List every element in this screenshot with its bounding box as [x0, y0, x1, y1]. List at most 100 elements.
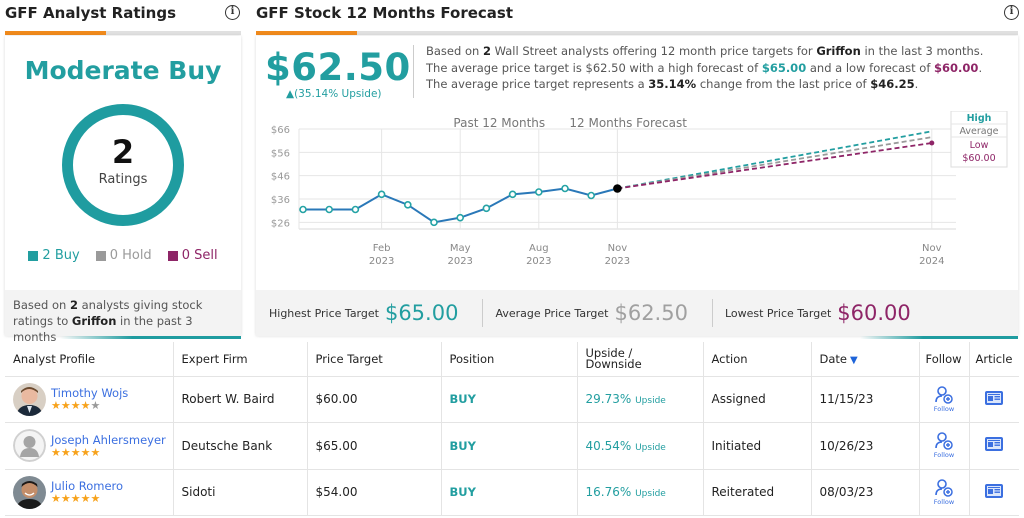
price-point — [561, 184, 569, 193]
x-tick-label: Nov — [922, 243, 942, 254]
summary-high: $65.00 — [761, 60, 807, 75]
legend-buy: 2 Buy — [28, 248, 80, 263]
x-tick-year: 2023 — [526, 256, 551, 267]
header-article: Article — [969, 342, 1019, 377]
upside-value: 40.54% — [585, 438, 632, 453]
y-tick-label: $26 — [271, 218, 290, 229]
analyst-table: Analyst Profile Expert Firm Price Target… — [5, 342, 1019, 516]
y-tick-label: $36 — [271, 195, 290, 206]
forecast-tab-indicator — [256, 31, 1018, 35]
consensus-rating: Moderate Buy — [24, 56, 222, 85]
y-axis-ticks: $66 $56 $46 $36 $26 — [271, 125, 290, 229]
header-position[interactable]: Position — [441, 342, 578, 377]
forecast-tooltip: High Average Low $60.00 — [950, 111, 1008, 168]
price-point — [508, 190, 517, 199]
header-action[interactable]: Action — [703, 342, 812, 377]
price-target: $60.00 — [307, 376, 442, 423]
avatar[interactable] — [13, 382, 46, 416]
tooltip-low-value: $60.00 — [962, 153, 995, 164]
header-analyst-profile[interactable]: Analyst Profile — [5, 342, 174, 377]
table-row: Joseph Ahlersmeyer ★★★★★ Deutsche Bank $… — [5, 422, 1019, 470]
divider — [413, 45, 414, 98]
tooltip-box — [950, 111, 1008, 168]
price-point — [351, 205, 360, 214]
position: BUY — [441, 422, 578, 470]
star-rating: ★★★★★ — [51, 445, 101, 459]
section-label-forecast: 12 Months Forecast — [569, 116, 687, 130]
follow-button[interactable]: Follow — [919, 469, 970, 516]
price-point — [325, 205, 333, 214]
buy-swatch — [28, 250, 39, 261]
avatar[interactable] — [13, 429, 46, 463]
current-price-point — [613, 184, 622, 193]
position: BUY — [441, 376, 578, 423]
lowest-target-label: Lowest Price Target — [724, 306, 832, 320]
price-point — [299, 205, 307, 214]
analyst-profile-cell: Julio Romero ★★★★★ — [5, 469, 174, 516]
article-button[interactable] — [969, 422, 1019, 470]
legend-hold-label: 0 Hold — [109, 248, 152, 263]
price-point — [482, 204, 491, 213]
header-follow: Follow — [919, 342, 970, 377]
summary-last-price: $46.25 — [870, 77, 915, 91]
summary-analysts: 2 — [482, 44, 491, 58]
article-button[interactable] — [969, 376, 1019, 423]
article-icon — [985, 437, 1004, 452]
ratings-panel-title: GFF Analyst Ratings — [5, 4, 177, 22]
forecast-card: $62.50 ▲(35.14% Upside) Based on 2 Wall … — [256, 36, 1018, 336]
x-tick-label: May — [450, 243, 471, 254]
upside-label: Upside — [635, 442, 666, 453]
upside-label: Upside — [635, 396, 666, 407]
summary-text: and a low forecast of — [809, 60, 931, 75]
follow-button[interactable]: Follow — [919, 422, 970, 470]
divider — [482, 299, 484, 327]
y-tick-label: $46 — [271, 172, 290, 183]
ratings-tab-indicator — [5, 31, 241, 35]
follow-user-icon — [935, 385, 953, 404]
average-target: Average Price Target $62.50 — [495, 301, 700, 325]
tooltip-average: Average — [959, 126, 998, 137]
header-date-label: Date — [819, 351, 848, 366]
foot-text: analysts giving stock ratings to — [13, 298, 203, 328]
summary-change: 35.14% — [648, 77, 697, 91]
analyst-name-link[interactable]: Timothy Wojs — [51, 386, 129, 401]
low-target-point — [929, 140, 935, 146]
summary-text: change from the last price of — [699, 77, 867, 91]
star-rating: ★★★★★ — [51, 399, 101, 413]
header-upside-downside[interactable]: Upside / Downside — [577, 342, 704, 377]
chart-points — [299, 140, 935, 227]
header-price-target[interactable]: Price Target — [307, 342, 442, 377]
follow-button[interactable]: Follow — [919, 376, 970, 423]
expert-firm: Deutsche Bank — [173, 422, 308, 470]
highest-target: Highest Price Target $65.00 — [269, 301, 470, 325]
summary-text: Based on — [426, 44, 480, 58]
article-button[interactable] — [969, 469, 1019, 516]
upside-downside: 40.54% Upside — [577, 422, 704, 470]
upside-label: Upside — [635, 489, 666, 500]
header-date[interactable]: Date ▼ — [811, 342, 920, 377]
ratings-legend: 2 Buy 0 Hold 0 Sell — [5, 248, 241, 263]
action: Initiated — [703, 422, 812, 470]
price-point — [430, 218, 438, 227]
upside-downside: 16.76% Upside — [577, 469, 704, 516]
series-line-high — [617, 130, 932, 190]
header-expert-firm[interactable]: Expert Firm — [173, 342, 308, 377]
info-icon[interactable]: i — [225, 5, 240, 20]
table-row: Julio Romero ★★★★★ Sidoti $54.00 BUY 16.… — [5, 469, 1019, 516]
highest-target-label: Highest Price Target — [269, 306, 379, 320]
legend-hold: 0 Hold — [95, 248, 152, 263]
average-price-target: $62.50 — [265, 46, 411, 89]
sort-desc-icon[interactable]: ▼ — [850, 354, 858, 366]
highest-target-value: $65.00 — [384, 301, 459, 325]
analyst-name-link[interactable]: Joseph Ahlersmeyer — [51, 432, 166, 447]
analyst-name-link[interactable]: Julio Romero — [51, 479, 124, 494]
forecast-card-accent — [860, 336, 1018, 339]
position-badge: BUY — [449, 485, 476, 500]
ratings-count-label: Ratings — [98, 172, 148, 187]
avatar[interactable] — [13, 475, 46, 509]
analyst-profile-cell: Timothy Wojs ★★★★★ — [5, 376, 174, 423]
foot-company: Griffon — [71, 314, 117, 328]
info-icon[interactable]: i — [1004, 5, 1019, 20]
tooltip-low: Low — [970, 140, 989, 151]
article-icon — [985, 390, 1004, 405]
